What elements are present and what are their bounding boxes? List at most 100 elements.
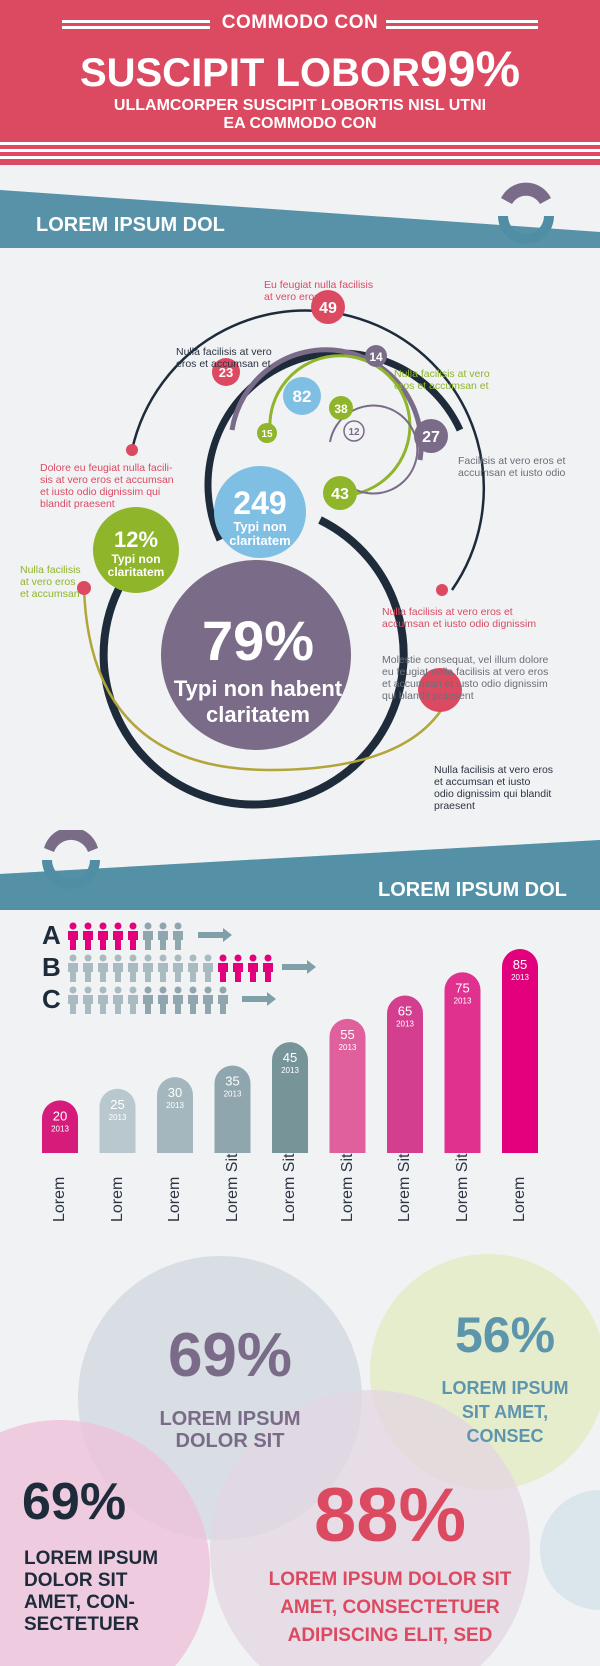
bar-value: 25 bbox=[110, 1097, 124, 1112]
headline: SUSCIPIT LOBOR99% bbox=[0, 40, 600, 98]
small-green-value: 12% bbox=[114, 527, 158, 552]
kicker-rule-right bbox=[386, 26, 538, 29]
stat4-text: LOREM IPSUM DOLOR SIT AMET, CONSECTETUER… bbox=[230, 1566, 550, 1650]
people-legend: A B C bbox=[42, 920, 316, 1014]
center-label: Typi non bbox=[233, 519, 286, 534]
bubble-blue bbox=[540, 1490, 600, 1610]
value-bubble-12 bbox=[343, 420, 365, 442]
header-banner: COMMODO CON SUSCIPIT LOBOR99% ULLAMCORPE… bbox=[0, 0, 600, 165]
note-line: Nulla facilisis at vero eros bbox=[434, 764, 554, 776]
stat-line: LOREM IPSUM DOLOR SIT bbox=[268, 1569, 512, 1590]
arrow-icon bbox=[282, 960, 316, 974]
stat1-text: LOREM IPSUM DOLOR SIT bbox=[120, 1408, 340, 1452]
value-bubble-43 bbox=[323, 476, 357, 510]
value-49: 49 bbox=[319, 300, 337, 317]
bar-label: Lorem Sit bbox=[281, 1153, 298, 1222]
bar-value: 75 bbox=[455, 980, 469, 995]
bar-value: 20 bbox=[53, 1108, 67, 1123]
stat-line: ADIPISCING ELIT, SED bbox=[287, 1625, 493, 1646]
bar-label: Lorem bbox=[51, 1176, 68, 1222]
stat-line: LOREM IPSUM bbox=[24, 1548, 159, 1569]
value-bubble-82 bbox=[283, 377, 321, 415]
bar-shape bbox=[329, 1018, 366, 1153]
stat-line: DOLOR SIT bbox=[24, 1570, 128, 1591]
arc-38 bbox=[268, 354, 412, 497]
bubble-pink bbox=[0, 1420, 210, 1666]
legend-letter-a: A bbox=[42, 920, 61, 950]
note-3: Nulla facilisis at vero eros et accumsan… bbox=[394, 368, 490, 392]
stat-line: AMET, CON- bbox=[24, 1592, 135, 1613]
center-bubble bbox=[214, 466, 306, 558]
main-purple-value: 79% bbox=[202, 609, 314, 672]
bar-label: Lorem bbox=[166, 1176, 183, 1222]
stat4-value: 88% bbox=[313, 1473, 467, 1558]
note-6: Nulla facilisis at vero eros et accumsan bbox=[20, 564, 81, 600]
bar-label: Lorem bbox=[108, 1176, 126, 1222]
bar-label: Lorem Sit bbox=[338, 1153, 356, 1222]
value-82: 82 bbox=[293, 387, 312, 406]
note-line: et accumsan bbox=[20, 588, 80, 600]
note-line: Nulla facilisis at vero bbox=[176, 346, 272, 358]
note-line: qui blandit praesent bbox=[382, 690, 474, 702]
value-bubble-38 bbox=[329, 396, 353, 420]
note-line: accumsan et iusto odio dignissim bbox=[382, 618, 537, 630]
bar-shape bbox=[42, 1100, 78, 1153]
small-green-label: claritatem bbox=[108, 565, 165, 579]
value-bubble-49 bbox=[311, 290, 345, 324]
bar-shape bbox=[272, 1042, 308, 1153]
subheadline-line: ULLAMCORPER SUSCIPIT LOBORTIS NISL UTNI bbox=[113, 97, 487, 114]
main-purple-bubble bbox=[161, 560, 351, 750]
bar-year: 2013 bbox=[339, 1043, 357, 1052]
value-bubble-14 bbox=[365, 345, 387, 367]
olive-arc bbox=[82, 587, 454, 772]
bar-value: 55 bbox=[340, 1027, 354, 1042]
value-23: 23 bbox=[219, 365, 233, 380]
bar-shape bbox=[157, 1077, 193, 1153]
header-stripe bbox=[0, 156, 600, 159]
note-line: praesent bbox=[434, 800, 475, 812]
outer-arc bbox=[130, 309, 486, 591]
arc-49 bbox=[204, 349, 464, 542]
bar-year: 2013 bbox=[511, 973, 529, 982]
note-line: sis at vero eros et accumsan bbox=[40, 474, 174, 486]
note-line: Eu feugiat nulla facilisis bbox=[264, 279, 374, 291]
section2-title: LOREM IPSUM DOL bbox=[378, 879, 567, 901]
legend-letter-b: B bbox=[42, 952, 61, 982]
note-line: eu feugiat nulla facilisis at vero eros bbox=[382, 666, 549, 678]
ring-donut-icon bbox=[42, 830, 100, 889]
stat2-value: 56% bbox=[454, 1307, 556, 1363]
bar-shape bbox=[99, 1088, 136, 1153]
value-bubble-27 bbox=[414, 419, 448, 453]
value-bubble-23 bbox=[212, 358, 240, 386]
note-line: accumsan et iusto odio bbox=[458, 467, 566, 479]
stat-line: SECTETUER bbox=[24, 1614, 140, 1635]
header-stripe bbox=[0, 149, 600, 152]
arrow-icon bbox=[242, 992, 276, 1006]
bar-value: 45 bbox=[283, 1050, 297, 1065]
headline-percent: 99% bbox=[419, 41, 521, 97]
value-27: 27 bbox=[422, 429, 440, 446]
note-line: Nulla facilisis at vero bbox=[394, 368, 490, 380]
stat-line: LOREM IPSUM bbox=[159, 1408, 301, 1430]
bar-chart: 2020132520133020133520134520135520136520… bbox=[42, 948, 538, 1153]
main-purple-label: Typi non habent bbox=[174, 676, 343, 701]
note-line: Dolore eu feugiat nulla facili- bbox=[40, 462, 173, 474]
bar-value: 35 bbox=[225, 1073, 239, 1088]
stats-bubbles bbox=[0, 1254, 600, 1666]
note-line: Facilisis at vero eros et bbox=[458, 455, 566, 467]
center-value: 249 bbox=[233, 485, 286, 521]
bar-year: 2013 bbox=[281, 1066, 299, 1075]
bar-year: 2013 bbox=[109, 1113, 127, 1122]
kicker-rule-right bbox=[386, 20, 538, 23]
note-8: Molestie consequat, vel illum dolore eu … bbox=[382, 654, 548, 702]
note-4: Dolore eu feugiat nulla facili- sis at v… bbox=[40, 462, 174, 510]
note-line: et accumsan et iusto odio dignissim bbox=[382, 678, 548, 690]
arc-end-dot bbox=[436, 584, 448, 596]
note-2: Nulla facilisis at vero eros et accumsan… bbox=[176, 346, 272, 370]
stat-line: AMET, CONSECTETUER bbox=[280, 1597, 500, 1618]
